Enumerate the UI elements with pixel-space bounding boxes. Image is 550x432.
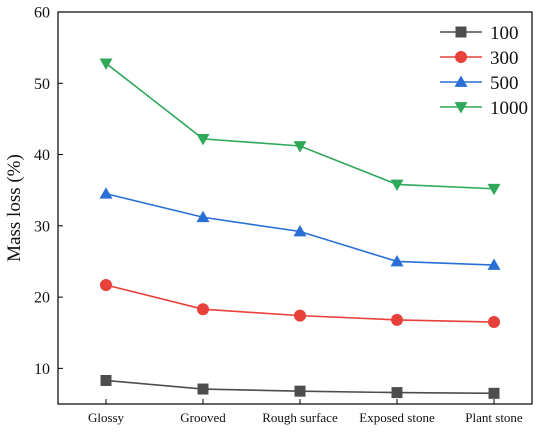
data-point — [99, 187, 113, 199]
legend: 100 300 500 1000 — [440, 23, 528, 119]
y-tick-label: 10 — [34, 361, 50, 378]
legend-item: 500 — [440, 73, 519, 94]
legend-label: 300 — [490, 48, 519, 69]
plot-frame — [57, 11, 533, 405]
x-tick-label: Glossy — [88, 410, 125, 425]
data-point — [488, 316, 500, 329]
y-tick-label: 20 — [34, 290, 50, 307]
series-1000 — [99, 58, 501, 196]
data-point — [196, 210, 210, 223]
data-point — [99, 58, 113, 70]
legend-item: 300 — [440, 48, 519, 69]
plot-border — [57, 11, 533, 405]
x-tick-label: Grooved — [180, 410, 226, 425]
x-axis: Glossy Grooved Rough surface Exposed stone P… — [88, 399, 523, 425]
series-300 — [100, 278, 500, 329]
legend-item: 100 — [440, 23, 519, 44]
data-point — [487, 183, 501, 196]
x-tick-label: Plant stone — [465, 410, 523, 425]
y-tick-label: 40 — [34, 147, 50, 164]
legend-item: 1000 — [440, 98, 528, 119]
data-point — [196, 133, 210, 146]
legend-label: 100 — [490, 23, 519, 44]
data-point — [390, 179, 404, 191]
x-tick-label: Exposed stone — [359, 410, 435, 425]
data-point — [197, 383, 209, 395]
x-tick-label: Rough surface — [262, 410, 338, 425]
data-point — [100, 374, 112, 386]
series-line — [105, 62, 495, 190]
legend-marker — [454, 75, 468, 87]
data-point — [294, 309, 306, 322]
legend-marker — [454, 102, 468, 114]
y-axis: 10 20 30 40 50 60 — [34, 5, 63, 378]
data-point — [391, 387, 403, 399]
y-tick-label: 30 — [34, 218, 50, 235]
y-axis-title: Mass loss (%) — [4, 154, 25, 262]
data-point — [293, 141, 307, 153]
y-tick-label: 60 — [34, 5, 50, 22]
legend-label: 500 — [490, 73, 519, 94]
legend-marker — [455, 51, 467, 63]
series-500 — [99, 187, 501, 270]
data-point — [197, 303, 209, 316]
series-100 — [100, 374, 500, 399]
series-layer — [99, 58, 501, 399]
data-point — [293, 225, 307, 237]
data-point — [488, 387, 500, 399]
data-point — [391, 313, 403, 326]
data-point — [294, 385, 306, 397]
data-point — [487, 258, 501, 270]
data-point — [100, 278, 112, 291]
legend-marker — [455, 26, 467, 38]
y-tick-label: 50 — [34, 76, 50, 93]
legend-label: 1000 — [490, 98, 528, 119]
data-point — [390, 254, 404, 267]
